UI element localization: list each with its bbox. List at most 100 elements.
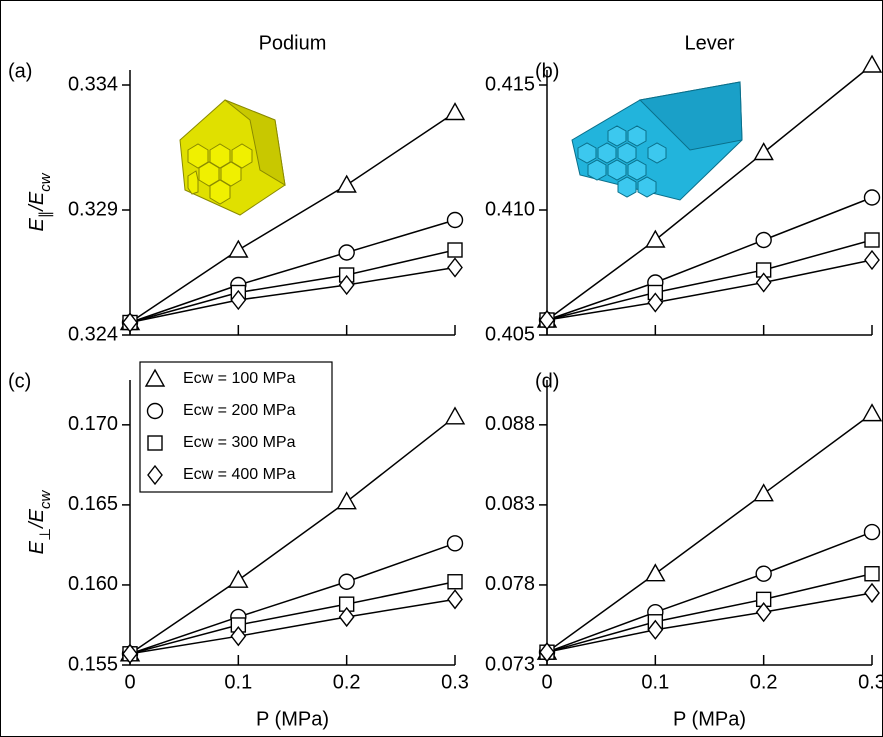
y-axis-label-part: cw (37, 490, 54, 510)
series-line (129, 266, 456, 324)
series-line (546, 413, 873, 653)
marker-circle (863, 189, 881, 206)
legend-label: Ecw = 400 MPa (183, 466, 296, 483)
marker-triangle (444, 406, 466, 425)
series-line (546, 573, 873, 653)
marker-diamond (539, 642, 555, 663)
panel-title: Lever (684, 32, 734, 54)
marker-diamond (122, 312, 138, 333)
legend-marker (147, 435, 163, 451)
x-tick-label: 0.2 (750, 671, 778, 693)
panel-label: (a) (8, 60, 32, 82)
y-tick-label: 0.078 (485, 573, 535, 595)
marker-circle (755, 231, 772, 249)
marker-triangle (645, 563, 666, 582)
marker-triangle (861, 403, 883, 422)
marker-triangle (861, 54, 883, 73)
panel-label: (d) (535, 370, 559, 392)
series-line (129, 581, 456, 655)
marker-diamond (539, 309, 555, 331)
y-tick-label: 0.160 (68, 573, 118, 595)
series-line (129, 542, 456, 655)
marker-triangle (336, 174, 357, 193)
panel-label: (b) (535, 60, 559, 82)
y-axis-label-part: /E (26, 191, 48, 213)
marker-circle (338, 573, 355, 590)
y-tick-label: 0.405 (485, 323, 535, 345)
y-tick-label: 0.088 (485, 413, 535, 435)
marker-triangle (228, 239, 249, 258)
y-axis-label: E∥/Ecw (26, 172, 54, 231)
marker-circle (446, 211, 464, 229)
series-line (546, 239, 873, 321)
marker-diamond (755, 272, 772, 293)
y-axis-label-part: E (26, 218, 48, 232)
x-axis-label: P (MPa) (673, 708, 746, 730)
marker-circle (863, 523, 881, 541)
x-tick-label: 0 (124, 671, 135, 693)
y-tick-label: 0.155 (68, 653, 118, 675)
y-tick-label: 0.329 (68, 198, 118, 220)
y-tick-label: 0.334 (68, 73, 118, 95)
series-line (129, 219, 456, 324)
marker-diamond (338, 606, 355, 628)
marker-triangle (444, 102, 466, 121)
marker-circle (755, 565, 772, 582)
marker-diamond (647, 292, 664, 313)
marker-triangle (336, 491, 357, 510)
series-line (129, 416, 456, 655)
series-line (546, 196, 873, 321)
panel-title: Podium (259, 32, 327, 54)
x-tick-label: 0.3 (441, 671, 469, 693)
marker-triangle (753, 142, 774, 161)
x-tick-label: 0.2 (333, 671, 361, 693)
marker-diamond (755, 602, 772, 623)
series-line (546, 64, 873, 321)
inset-lever (571, 81, 743, 201)
x-tick-label: 0 (541, 671, 552, 693)
marker-diamond (230, 626, 247, 647)
series-line (129, 111, 456, 324)
legend-label: Ecw = 200 MPa (183, 402, 296, 419)
y-tick-label: 0.165 (68, 493, 118, 515)
y-axis-label-part: E (26, 540, 48, 554)
y-tick-label: 0.083 (485, 493, 535, 515)
y-tick-label: 0.324 (68, 323, 118, 345)
marker-square (447, 242, 463, 258)
legend-label: Ecw = 300 MPa (183, 434, 296, 451)
marker-triangle (645, 229, 666, 248)
series-line (546, 592, 873, 653)
y-axis-label-part: ⊥ (37, 528, 54, 541)
marker-triangle (753, 483, 774, 502)
series-line (129, 598, 456, 655)
series-line (546, 531, 873, 653)
marker-diamond (122, 643, 138, 664)
y-axis-label-part: /E (26, 508, 48, 530)
y-axis-label-part: cw (37, 172, 54, 192)
inset-podium (179, 99, 286, 216)
marker-diamond (338, 274, 355, 296)
marker-diamond (230, 289, 247, 311)
legend-marker (147, 464, 163, 486)
y-axis-label: E⊥/Ecw (26, 490, 54, 555)
y-tick-label: 0.170 (68, 413, 118, 435)
marker-square (447, 574, 463, 590)
marker-diamond (864, 249, 880, 271)
series-line (129, 249, 456, 324)
x-tick-label: 0.1 (641, 671, 669, 693)
marker-diamond (447, 257, 463, 278)
x-axis-label: P (MPa) (256, 708, 329, 730)
marker-square (864, 566, 880, 582)
marker-diamond (864, 582, 880, 604)
marker-diamond (447, 589, 463, 610)
marker-triangle (228, 569, 249, 588)
y-tick-label: 0.415 (485, 73, 535, 95)
y-axis-label-part: ∥ (37, 211, 54, 219)
legend-label: Ecw = 100 MPa (183, 370, 296, 387)
marker-circle (446, 535, 464, 552)
marker-square (864, 232, 880, 248)
legend-marker (144, 368, 166, 387)
